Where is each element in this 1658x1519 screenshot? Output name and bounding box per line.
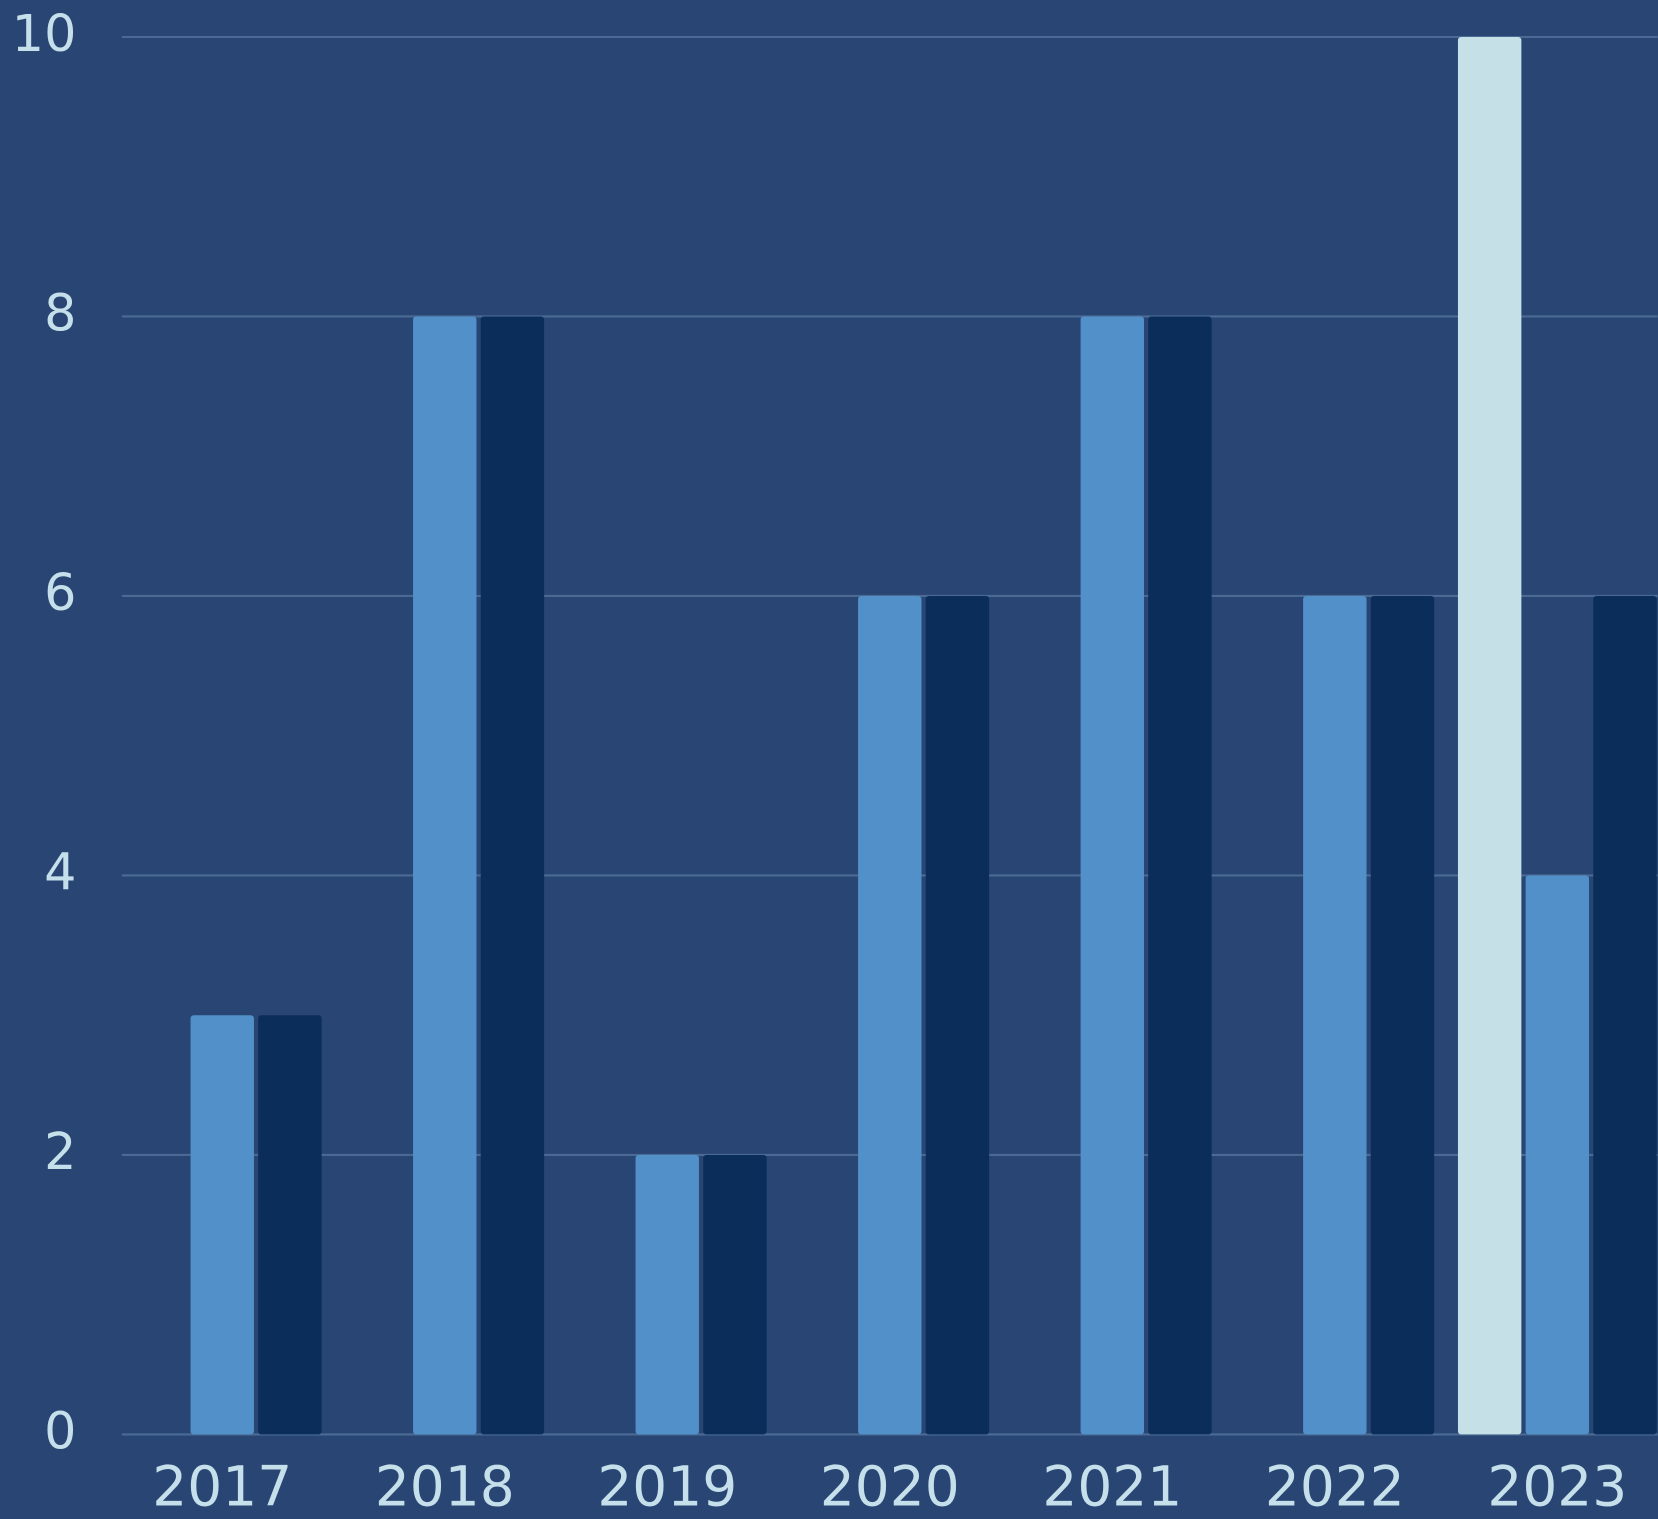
bar — [1457, 36, 1522, 1435]
y-tick-label: 6 — [44, 563, 76, 622]
bar — [1525, 875, 1590, 1435]
x-tick-label: 2019 — [597, 1455, 737, 1519]
x-tick-label: 2020 — [820, 1455, 960, 1519]
y-tick-label: 0 — [44, 1401, 76, 1460]
y-tick-label: 10 — [12, 4, 77, 63]
x-tick-label: 2017 — [152, 1455, 292, 1519]
bar — [190, 1015, 254, 1435]
bar — [858, 595, 922, 1435]
bar — [925, 595, 990, 1435]
x-tick-label: 2018 — [375, 1455, 515, 1519]
y-tick-label: 8 — [44, 283, 76, 342]
bar — [1148, 316, 1212, 1435]
y-tick-label: 4 — [44, 842, 76, 901]
bar — [1080, 316, 1145, 1435]
bar — [635, 1154, 699, 1435]
y-tick-label: 2 — [44, 1122, 76, 1181]
bar — [1593, 595, 1657, 1435]
bar — [258, 1015, 322, 1435]
x-tick-label: 2021 — [1042, 1455, 1182, 1519]
bar — [703, 1154, 767, 1435]
bar — [1370, 595, 1435, 1435]
bar — [480, 316, 545, 1435]
x-tick-label: 2023 — [1487, 1455, 1627, 1519]
bar — [1303, 595, 1367, 1435]
bar — [413, 316, 477, 1435]
x-tick-label: 2022 — [1265, 1455, 1405, 1519]
